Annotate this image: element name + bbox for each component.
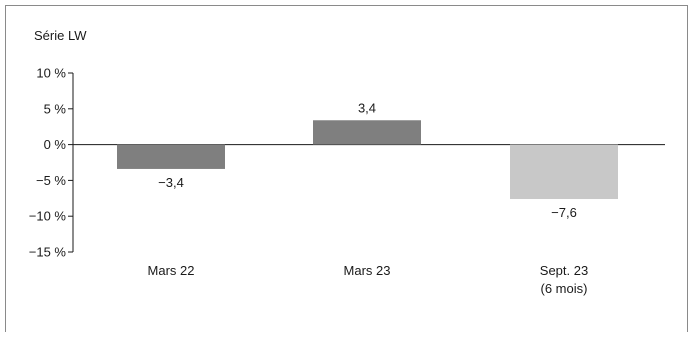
x-tick-label: Sept. 23 — [540, 263, 588, 278]
bar — [117, 144, 225, 169]
y-tick-label: −10 % — [29, 209, 67, 224]
bars — [117, 120, 618, 200]
data-label: −7,6 — [551, 205, 577, 220]
x-tick-label: Mars 22 — [148, 263, 195, 278]
x-tick-sublabel: (6 mois) — [541, 281, 588, 296]
y-tick-label: 5 % — [44, 101, 67, 116]
chart-frame-left-rule — [5, 5, 6, 332]
y-tick-label: −15 % — [29, 245, 67, 260]
x-tick-label: Mars 23 — [344, 263, 391, 278]
data-label: −3,4 — [158, 175, 184, 190]
labels: −3,4 Mars 22 3,4 Mars 23 −7,6 Sept. 23 (6 mois… — [148, 100, 589, 296]
y-tick-label: 10 % — [36, 66, 66, 81]
chart-frame — [5, 5, 688, 332]
y-axis-title: Série LW — [34, 28, 87, 43]
bar — [313, 120, 421, 145]
data-label: 3,4 — [358, 100, 376, 115]
y-tick-label: −5 % — [36, 173, 66, 188]
bar — [510, 144, 618, 200]
y-tick-label: 0 % — [44, 137, 67, 152]
